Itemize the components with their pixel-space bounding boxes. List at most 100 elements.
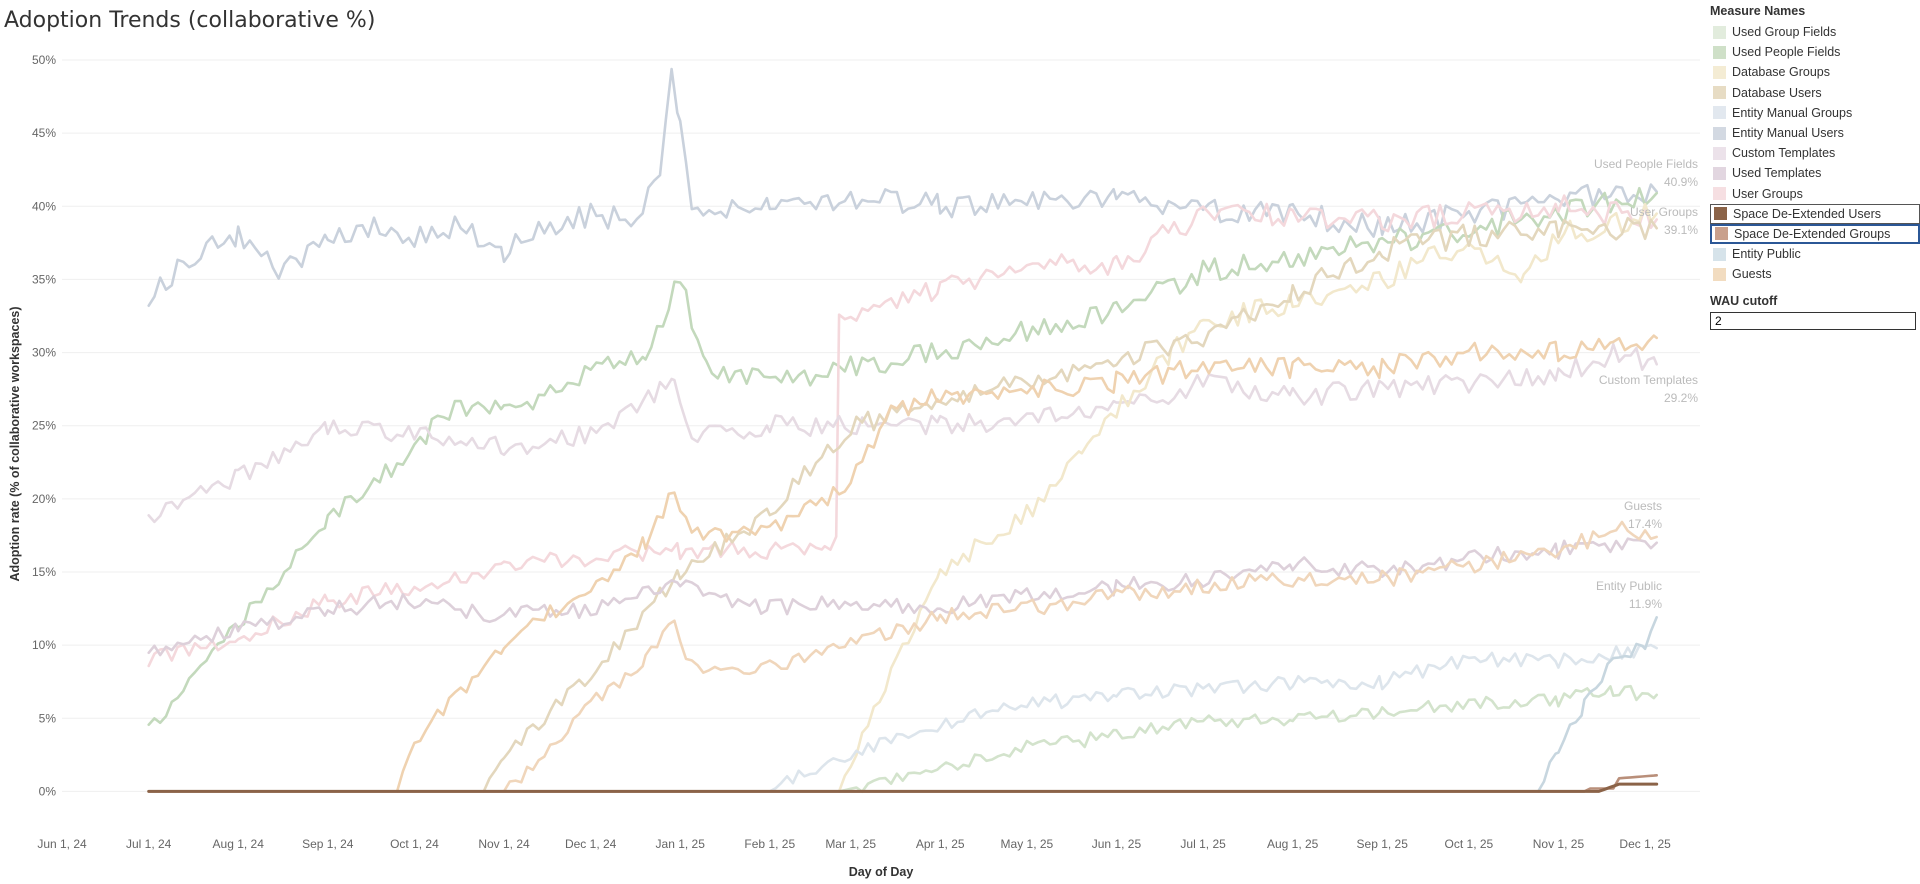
legend-label: Space De-Extended Users — [1733, 206, 1881, 221]
series-line — [395, 334, 1658, 793]
x-tick-label: Oct 1, 24 — [390, 837, 439, 851]
x-tick-label: Aug 1, 24 — [213, 837, 265, 851]
legend-item[interactable]: Space De-Extended Users — [1710, 203, 1920, 224]
series-line — [147, 537, 1658, 657]
y-tick-label: 5% — [39, 711, 57, 725]
y-tick-label: 0% — [39, 784, 57, 798]
series-line — [147, 782, 1659, 793]
legend-item[interactable]: Entity Manual Groups — [1710, 103, 1920, 123]
legend-swatch — [1713, 247, 1726, 261]
page-title: Adoption Trends (collaborative %) — [4, 8, 376, 33]
legend-swatch — [1713, 45, 1726, 59]
annotation-value: 40.9% — [1664, 175, 1698, 189]
legend-label: Space De-Extended Groups — [1734, 226, 1891, 241]
series-line — [1536, 616, 1658, 793]
legend-label: Guests — [1732, 267, 1772, 282]
x-tick-label: Apr 1, 25 — [916, 837, 965, 851]
x-tick-label: Jul 1, 24 — [126, 837, 172, 851]
legend-label: Database Users — [1732, 85, 1822, 100]
series-line — [482, 216, 1658, 793]
legend-swatch — [1713, 146, 1726, 160]
y-tick-label: 30% — [32, 346, 56, 360]
x-tick-label: Feb 1, 25 — [744, 837, 795, 851]
annotation-name: Custom Templates — [1599, 373, 1698, 387]
y-tick-label: 20% — [32, 492, 56, 506]
annotation-value: 17.4% — [1628, 517, 1662, 531]
annotation-name: Guests — [1624, 499, 1662, 513]
x-tick-label: Oct 1, 25 — [1445, 837, 1494, 851]
legend: Measure Names Used Group Fields Used Peop… — [1710, 4, 1920, 284]
legend-item[interactable]: Guests — [1710, 264, 1920, 284]
wau-cutoff-input[interactable] — [1710, 312, 1916, 330]
annotation-name: User Groups — [1630, 205, 1698, 219]
x-tick-label: Sep 1, 24 — [302, 837, 354, 851]
legend-swatch — [1714, 207, 1727, 221]
legend-item[interactable]: Entity Public — [1710, 244, 1920, 264]
x-tick-label: Jun 1, 24 — [37, 837, 87, 851]
legend-label: Entity Manual Groups — [1732, 105, 1853, 120]
x-tick-label: Aug 1, 25 — [1267, 837, 1319, 851]
legend-label: Used People Fields — [1732, 45, 1841, 60]
legend-item[interactable]: Used People Fields — [1710, 42, 1920, 62]
legend-swatch — [1713, 86, 1726, 100]
legend-swatch — [1715, 227, 1728, 241]
wau-cutoff-label: WAU cutoff — [1710, 294, 1778, 308]
x-tick-label: Jun 1, 25 — [1092, 837, 1142, 851]
legend-swatch — [1713, 267, 1726, 281]
y-tick-label: 15% — [32, 565, 56, 579]
legend-label: Used Templates — [1732, 166, 1822, 181]
x-tick-label: Jul 1, 25 — [1180, 837, 1226, 851]
series-line — [147, 194, 1658, 668]
x-tick-label: Dec 1, 24 — [565, 837, 617, 851]
legend-item[interactable]: Used Group Fields — [1710, 22, 1920, 42]
annotation-value: 11.9% — [1629, 597, 1662, 611]
legend-item[interactable]: Database Groups — [1710, 62, 1920, 82]
legend-swatch — [1713, 65, 1726, 79]
line-chart: 0% 5% 10% 15% 20% 25% 30% 35% 40% 45% 50% Jun 1, 24… — [8, 53, 1700, 879]
legend-items: Used Group Fields Used People Fields Datab… — [1710, 22, 1920, 284]
series-line — [502, 520, 1658, 793]
legend-label: Database Groups — [1732, 65, 1830, 80]
legend-swatch — [1713, 25, 1726, 39]
legend-item[interactable]: Database Users — [1710, 83, 1920, 103]
legend-swatch — [1713, 187, 1726, 201]
series-line — [147, 343, 1658, 524]
legend-item[interactable]: Used Templates — [1710, 163, 1920, 183]
legend-item[interactable]: User Groups — [1710, 184, 1920, 204]
legend-swatch — [1713, 106, 1726, 120]
legend-item[interactable]: Space De-Extended Groups — [1710, 223, 1920, 245]
x-axis-title: Day of Day — [849, 865, 914, 879]
x-tick-label: Sep 1, 25 — [1357, 837, 1409, 851]
x-tick-label: Dec 1, 25 — [1619, 837, 1671, 851]
legend-title: Measure Names — [1710, 4, 1806, 18]
legend-label: Custom Templates — [1732, 146, 1836, 161]
y-tick-label: 40% — [32, 199, 56, 213]
series-line — [837, 202, 1658, 793]
y-tick-label: 25% — [32, 419, 56, 433]
x-tick-label: May 1, 25 — [1001, 837, 1054, 851]
series-line — [837, 684, 1658, 793]
annotation-name: Entity Public — [1596, 579, 1662, 593]
legend-swatch — [1713, 126, 1726, 140]
series-line — [147, 186, 1658, 726]
annotation-name: Used People Fields — [1594, 157, 1698, 171]
x-tick-label: Mar 1, 25 — [825, 837, 876, 851]
y-tick-label: 10% — [32, 638, 56, 652]
x-tick-label: Jan 1, 25 — [656, 837, 706, 851]
annotation-value: 29.2% — [1664, 391, 1698, 405]
legend-label: Entity Manual Users — [1732, 126, 1844, 141]
legend-label: User Groups — [1732, 186, 1803, 201]
series-line — [768, 643, 1658, 793]
x-tick-label: Nov 1, 24 — [478, 837, 530, 851]
annotation-value: 39.1% — [1664, 223, 1698, 237]
legend-label: Used Group Fields — [1732, 25, 1837, 40]
legend-label: Entity Public — [1732, 247, 1801, 262]
y-tick-label: 50% — [32, 53, 56, 67]
y-tick-label: 35% — [32, 272, 56, 286]
y-tick-label: 45% — [32, 126, 56, 140]
legend-swatch — [1713, 166, 1726, 180]
legend-item[interactable]: Entity Manual Users — [1710, 123, 1920, 143]
y-axis-title: Adoption rate (% of collaborative worksp… — [8, 306, 22, 581]
series-line — [147, 67, 1658, 307]
legend-item[interactable]: Custom Templates — [1710, 143, 1920, 163]
